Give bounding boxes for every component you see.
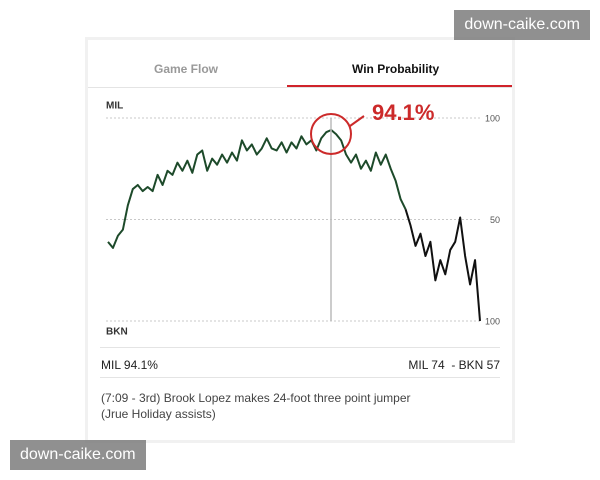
annotation-pointer: [349, 115, 365, 127]
tab[interactable]: Game Flow: [154, 62, 219, 76]
play-text: (7:09 - 3rd) Brook Lopez makes 24-foot t…: [101, 391, 411, 421]
divider: [100, 347, 500, 348]
highlight-circle: [310, 113, 352, 155]
top-label: MIL: [106, 101, 123, 112]
footer-right: MIL 74 - BKN 57: [408, 358, 500, 372]
y-tick-label: 50: [490, 215, 500, 225]
tab-underline: [287, 85, 512, 88]
annotation: 94.1%: [372, 100, 434, 125]
watermark: down-caike.com: [454, 10, 590, 40]
card: Game Flow Win Probability MIL 94.1% MIL …: [88, 40, 512, 440]
footer-left: MIL 94.1%: [101, 358, 158, 372]
y-tick-label: 100: [485, 113, 500, 123]
win-prob-line: [404, 209, 481, 322]
tab-divider: [88, 87, 512, 88]
y-tick-label: 100: [485, 316, 500, 326]
bottom-label: BKN: [106, 327, 128, 338]
win-prob-line: [107, 128, 407, 249]
tab-active[interactable]: Win Probability: [352, 62, 440, 76]
divider: [100, 377, 500, 378]
watermark: down-caike.com: [10, 440, 146, 470]
